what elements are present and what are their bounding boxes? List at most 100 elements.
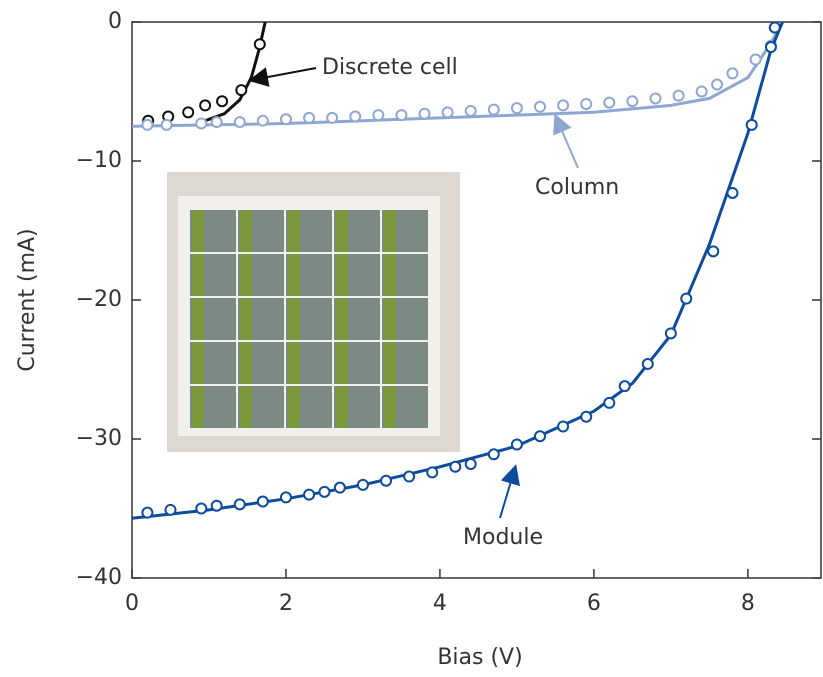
data-point [236,85,246,95]
photo-strip [288,210,300,252]
photo-strip [336,342,348,384]
data-point [766,42,776,52]
data-point [627,96,637,106]
photo-strip [384,386,396,428]
data-point [304,113,314,123]
data-point [258,116,268,126]
data-point [196,504,206,514]
photo-strip [288,386,300,428]
data-point [396,110,406,120]
photo-strip [240,342,252,384]
data-point [466,106,476,116]
data-point [581,99,591,109]
data-point [747,120,757,130]
photo-strip [192,386,204,428]
y-tick-label: −10 [76,148,122,173]
data-point [162,120,172,130]
data-point [512,440,522,450]
data-point [604,98,614,108]
data-point [535,102,545,112]
data-point [558,100,568,110]
data-point [643,359,653,369]
x-tick-label: 6 [587,591,601,616]
photo-strip [192,298,204,340]
data-point [142,120,152,130]
data-point [258,497,268,507]
data-point [512,103,522,113]
data-point [489,449,499,459]
data-point [319,487,329,497]
photo-strip [336,254,348,296]
photo-strip [384,342,396,384]
data-point [727,188,737,198]
data-point [373,110,383,120]
photo-strip [384,210,396,252]
x-tick-label: 2 [279,591,293,616]
data-point [535,431,545,441]
photo-strip [384,254,396,296]
x-tick-label: 8 [741,591,755,616]
data-point [681,294,691,304]
chart: Bias (V) Current (mA) 024680−10−20−30−40… [0,0,823,677]
annotation: Discrete cell [322,55,458,80]
photo-strip [336,386,348,428]
data-point [558,421,568,431]
data-point [650,93,660,103]
data-point [327,113,337,123]
photo-strip [288,298,300,340]
data-point [443,107,453,117]
y-tick-label: 0 [108,9,122,34]
photo-strip [336,298,348,340]
photo-strip [192,342,204,384]
data-point [335,483,345,493]
x-tick-label: 0 [125,591,139,616]
y-axis-label: Current (mA) [15,228,40,371]
photo-strip [240,386,252,428]
data-point [770,23,780,33]
photo-strip [192,210,204,252]
data-point [281,492,291,502]
data-point [217,96,227,106]
photo-strip [240,298,252,340]
photo-strip [240,254,252,296]
annotation: Module [463,525,543,550]
data-point [235,117,245,127]
y-tick-label: −40 [76,565,122,590]
x-axis-label: Bias (V) [437,645,522,670]
data-point [381,476,391,486]
data-point [304,490,314,500]
data-point [751,55,761,65]
data-point [196,118,206,128]
data-point [350,112,360,122]
data-point [358,480,368,490]
data-point [212,501,222,511]
data-point [697,87,707,97]
data-point [489,105,499,115]
data-point [427,467,437,477]
data-point [581,412,591,422]
data-point [450,462,460,472]
annotation-arrow [252,68,316,80]
annotation-arrow [500,468,515,518]
data-point [255,39,265,49]
data-point [183,107,193,117]
photo-strip [384,298,396,340]
annotation: Column [535,175,619,200]
data-point [604,398,614,408]
x-tick-label: 4 [433,591,447,616]
data-point [620,381,630,391]
photo-strip [288,254,300,296]
photo-strip [240,210,252,252]
photo-strip [336,210,348,252]
data-point [727,68,737,78]
data-point [200,100,210,110]
data-point [281,114,291,124]
data-point [142,508,152,518]
data-point [712,80,722,90]
annotation-arrow [556,117,578,168]
data-point [404,472,414,482]
inset-photo [167,172,460,452]
y-tick-label: −30 [76,426,122,451]
data-point [165,505,175,515]
data-point [674,91,684,101]
